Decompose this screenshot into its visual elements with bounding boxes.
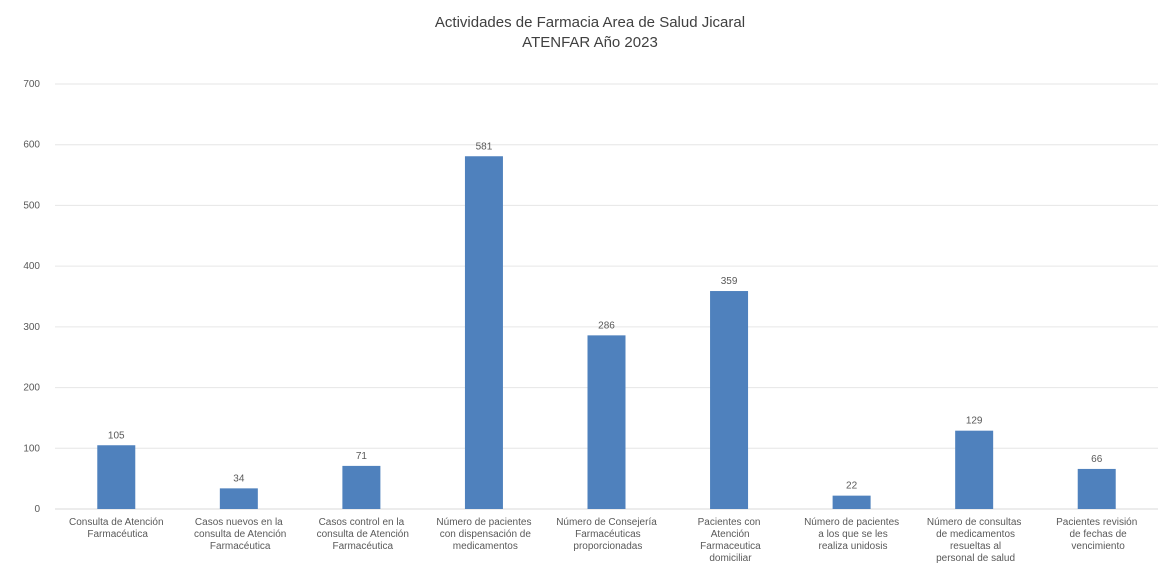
data-label: 286 bbox=[598, 320, 615, 331]
y-tick-label: 400 bbox=[23, 261, 40, 272]
x-tick-label: Pacientes revisión de fechas de vencimie… bbox=[1056, 517, 1137, 552]
y-tick-label: 300 bbox=[23, 322, 40, 333]
data-label: 71 bbox=[356, 451, 368, 462]
data-label: 581 bbox=[476, 141, 493, 152]
data-label: 359 bbox=[721, 276, 738, 287]
x-tick-label: Número de Consejería Farmacéuticas propo… bbox=[556, 517, 657, 552]
bar bbox=[955, 430, 994, 509]
y-tick-label: 500 bbox=[23, 200, 40, 211]
x-tick-label: Número de pacientes con dispensación de … bbox=[436, 517, 531, 552]
data-label: 129 bbox=[966, 416, 983, 427]
bar bbox=[464, 156, 503, 509]
bar bbox=[710, 291, 749, 509]
chart-subtitle: ATENFAR Año 2023 bbox=[522, 34, 658, 51]
bar bbox=[587, 335, 626, 509]
y-tick-label: 700 bbox=[23, 79, 40, 90]
y-tick-label: 0 bbox=[34, 504, 40, 515]
data-label: 66 bbox=[1091, 454, 1103, 465]
bar bbox=[342, 465, 381, 509]
y-tick-label: 600 bbox=[23, 140, 40, 151]
x-tick-label: Casos nuevos en la consulta de Atención … bbox=[191, 517, 286, 552]
data-label: 105 bbox=[108, 430, 125, 441]
y-tick-label: 100 bbox=[23, 443, 40, 454]
chart-title: Actividades de Farmacia Area de Salud Ji… bbox=[435, 14, 745, 31]
y-tick-label: 200 bbox=[23, 383, 40, 394]
data-label: 22 bbox=[846, 481, 858, 492]
bar bbox=[97, 445, 136, 509]
x-tick-label: Número de pacientes a los que se les rea… bbox=[804, 517, 899, 552]
x-tick-label: Número de consultas de medicamentos resu… bbox=[927, 517, 1022, 564]
data-label: 34 bbox=[233, 473, 245, 484]
bar bbox=[1077, 468, 1116, 509]
bar bbox=[832, 495, 871, 509]
bar bbox=[219, 488, 258, 509]
x-tick-label: Consulta de Atención Farmacéutica bbox=[69, 517, 164, 540]
x-tick-label: Pacientes con Atención Farmaceutica domi… bbox=[697, 517, 761, 564]
x-tick-label: Casos control en la consulta de Atención… bbox=[314, 517, 409, 552]
